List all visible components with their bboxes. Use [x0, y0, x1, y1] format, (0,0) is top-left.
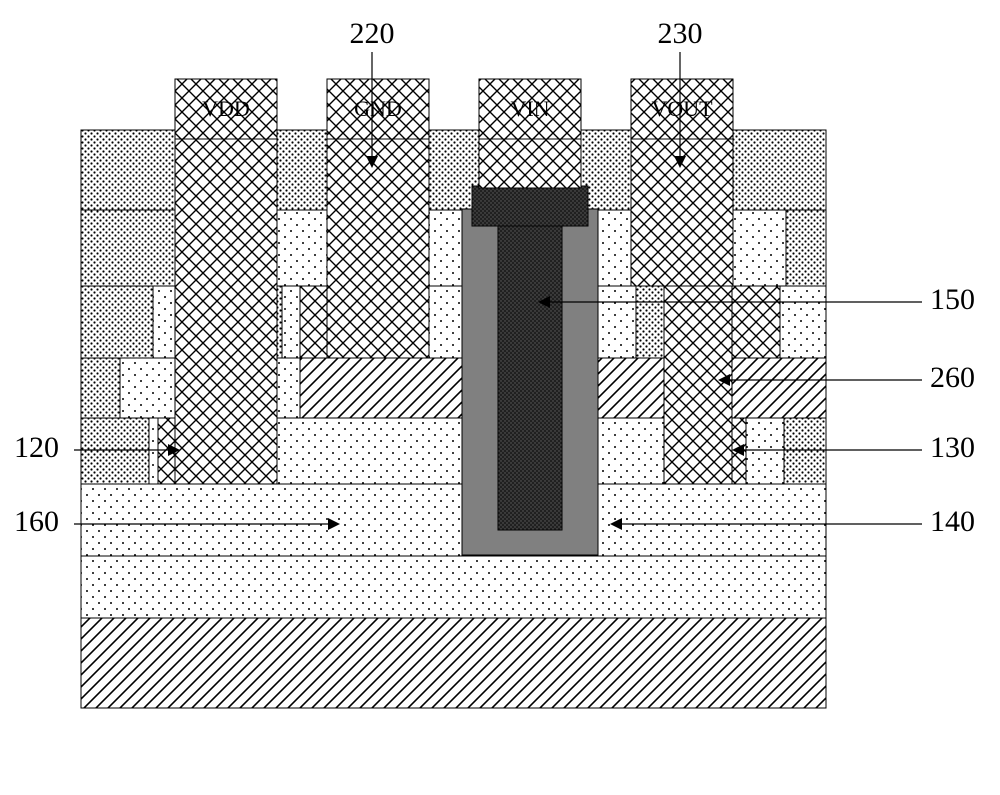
pad-gnd: GND	[327, 79, 429, 139]
svg-text:120: 120	[14, 431, 59, 464]
row3-dense-0	[81, 286, 153, 358]
pad-vout: VOUT	[631, 79, 733, 139]
pad-vin: VIN	[479, 79, 581, 139]
row5-dense-1	[784, 418, 826, 484]
svg-text:220: 220	[350, 17, 395, 50]
pad-label-vout: VOUT	[651, 96, 713, 121]
svg-text:230: 230	[658, 17, 703, 50]
sensor-inner-150	[498, 208, 562, 530]
row2-dense-1	[786, 210, 826, 286]
layer-bottom-thin	[81, 556, 826, 618]
svg-text:150: 150	[930, 283, 975, 316]
svg-text:160: 160	[14, 505, 59, 538]
pad-vdd: VDD	[175, 79, 277, 139]
pillar-vout-ext	[664, 286, 732, 484]
pillar-gnd	[327, 130, 429, 358]
pad-label-vdd: VDD	[202, 96, 250, 121]
pad-label-gnd: GND	[354, 96, 402, 121]
layer-mid	[81, 484, 826, 556]
pad-label-vin: VIN	[510, 96, 549, 121]
sensor-cap	[472, 186, 588, 226]
substrate	[81, 618, 826, 708]
row5-dense-0	[81, 418, 149, 484]
svg-text:260: 260	[930, 361, 975, 394]
pillar-vout	[631, 130, 733, 286]
pillar-vdd	[175, 130, 277, 484]
svg-text:140: 140	[930, 505, 975, 538]
row4-dense-0	[81, 358, 120, 418]
svg-text:130: 130	[930, 431, 975, 464]
